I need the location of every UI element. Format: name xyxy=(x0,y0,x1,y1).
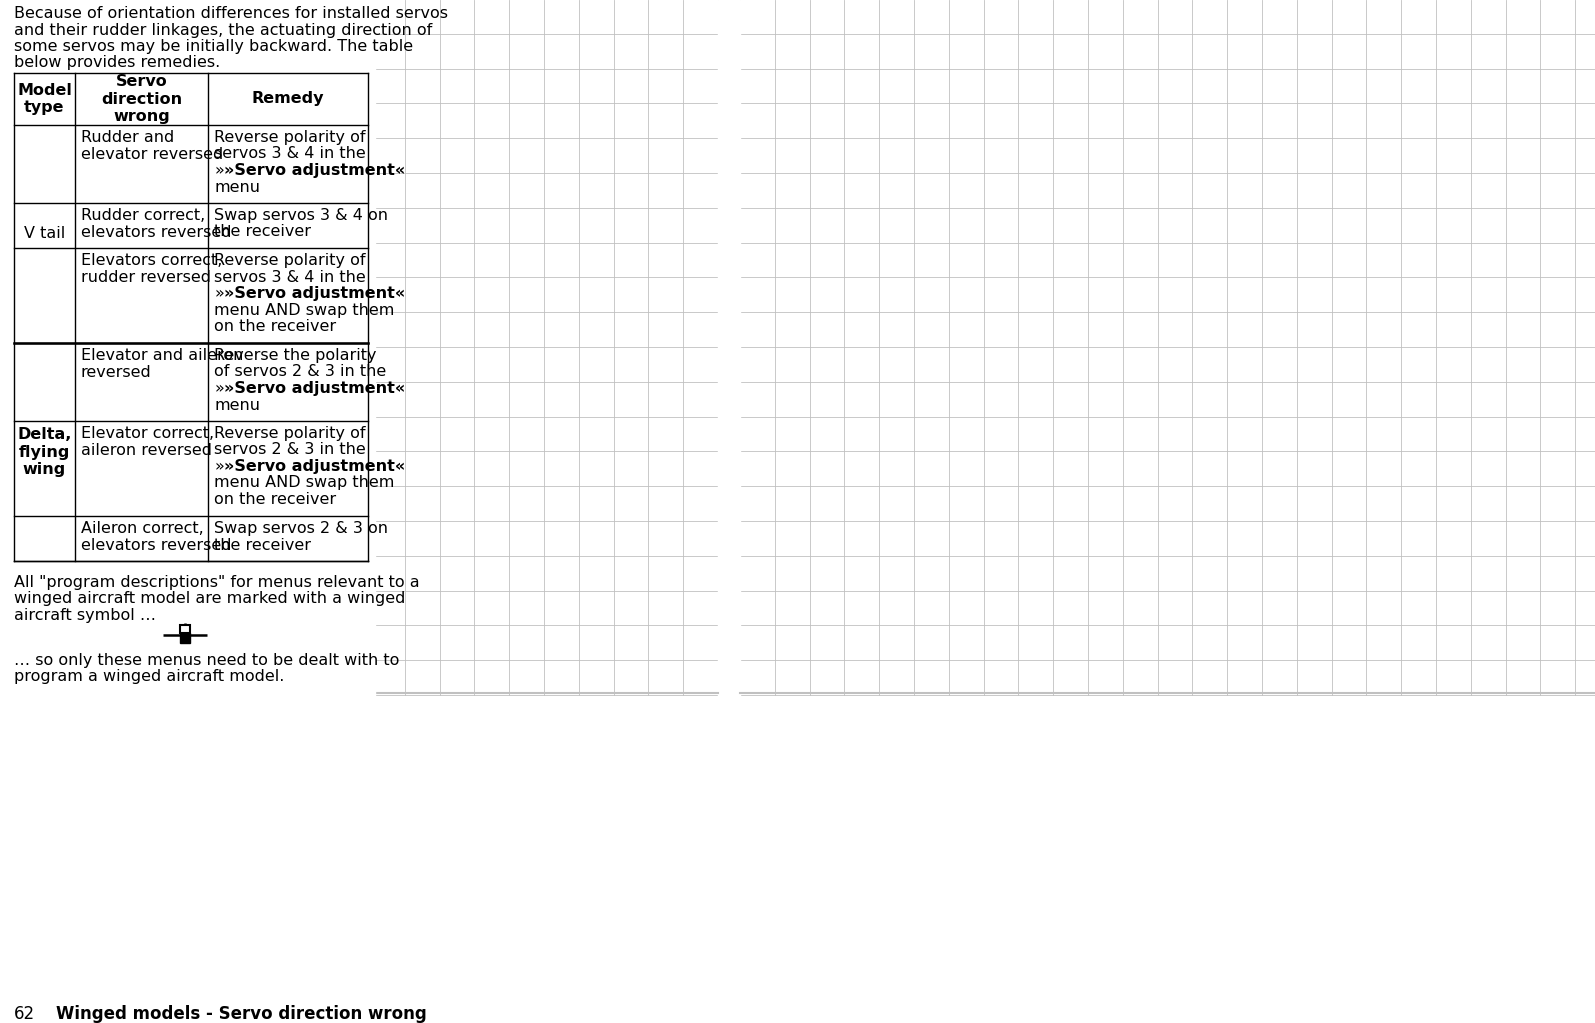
Text: Rudder and
elevator reversed: Rudder and elevator reversed xyxy=(81,130,223,163)
Text: some servos may be initially backward. The table: some servos may be initially backward. T… xyxy=(14,39,413,54)
Text: Reverse the polarity: Reverse the polarity xyxy=(214,348,376,363)
Text: the receiver: the receiver xyxy=(214,537,311,552)
Text: Reverse polarity of: Reverse polarity of xyxy=(214,426,365,441)
Text: »Servo adjustment«: »Servo adjustment« xyxy=(223,459,405,474)
Text: servos 3 & 4 in the: servos 3 & 4 in the xyxy=(214,146,365,162)
Text: aircraft symbol …: aircraft symbol … xyxy=(14,608,156,623)
Text: Swap servos 3 & 4 on: Swap servos 3 & 4 on xyxy=(214,208,388,223)
Text: Model
type: Model type xyxy=(18,83,72,116)
Text: »: » xyxy=(214,286,223,301)
Text: below provides remedies.: below provides remedies. xyxy=(14,55,220,71)
Text: Remedy: Remedy xyxy=(252,91,324,106)
Text: menu: menu xyxy=(214,398,260,412)
Text: »: » xyxy=(214,163,223,178)
Text: and their rudder linkages, the actuating direction of: and their rudder linkages, the actuating… xyxy=(14,23,432,38)
Text: Elevator correct,
aileron reversed: Elevator correct, aileron reversed xyxy=(81,426,214,458)
Bar xyxy=(180,632,190,642)
Text: Because of orientation differences for installed servos: Because of orientation differences for i… xyxy=(14,6,448,21)
Text: »Servo adjustment«: »Servo adjustment« xyxy=(223,381,405,396)
Text: Winged models - Servo direction wrong: Winged models - Servo direction wrong xyxy=(56,1005,427,1023)
Text: winged aircraft model are marked with a winged: winged aircraft model are marked with a … xyxy=(14,591,405,607)
Text: on the receiver: on the receiver xyxy=(214,319,337,333)
Text: »: » xyxy=(214,459,223,474)
Text: … so only these menus need to be dealt with to: … so only these menus need to be dealt w… xyxy=(14,653,399,667)
Text: »Servo adjustment«: »Servo adjustment« xyxy=(223,286,405,301)
Text: Reverse polarity of: Reverse polarity of xyxy=(214,130,365,145)
Text: Elevators correct,
rudder reversed: Elevators correct, rudder reversed xyxy=(81,253,222,285)
Bar xyxy=(718,0,740,1023)
Text: »Servo adjustment«: »Servo adjustment« xyxy=(223,163,405,178)
Text: menu AND swap them: menu AND swap them xyxy=(214,476,394,490)
Text: Servo
direction
wrong: Servo direction wrong xyxy=(100,74,182,124)
Text: program a winged aircraft model.: program a winged aircraft model. xyxy=(14,669,284,684)
Text: Delta,
flying
wing: Delta, flying wing xyxy=(18,427,72,477)
Text: menu AND swap them: menu AND swap them xyxy=(214,303,394,317)
Text: »: » xyxy=(214,381,223,396)
Bar xyxy=(180,624,190,632)
Text: All "program descriptions" for menus relevant to a: All "program descriptions" for menus rel… xyxy=(14,575,419,590)
Text: Reverse polarity of: Reverse polarity of xyxy=(214,253,365,268)
Text: of servos 2 & 3 in the: of servos 2 & 3 in the xyxy=(214,364,386,380)
Text: Aileron correct,
elevators reversed: Aileron correct, elevators reversed xyxy=(81,521,231,553)
Text: servos 3 & 4 in the: servos 3 & 4 in the xyxy=(214,269,365,284)
Text: servos 2 & 3 in the: servos 2 & 3 in the xyxy=(214,443,365,457)
Text: V tail: V tail xyxy=(24,226,65,241)
Text: the receiver: the receiver xyxy=(214,224,311,239)
Bar xyxy=(0,0,375,1023)
Text: 62: 62 xyxy=(14,1005,35,1023)
Text: on the receiver: on the receiver xyxy=(214,492,337,507)
Text: Elevator and aileron
reversed: Elevator and aileron reversed xyxy=(81,348,244,381)
Text: Rudder correct,
elevators reversed: Rudder correct, elevators reversed xyxy=(81,208,231,240)
Text: Swap servos 2 & 3 on: Swap servos 2 & 3 on xyxy=(214,521,388,536)
Text: menu: menu xyxy=(214,179,260,194)
